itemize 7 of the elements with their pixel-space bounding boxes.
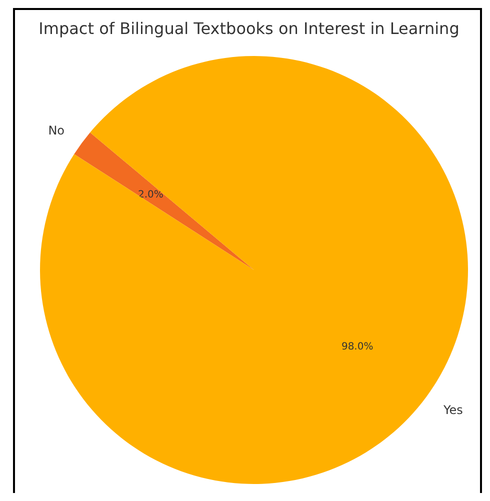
chart-title: Impact of Bilingual Textbooks on Interest in Learning xyxy=(38,19,460,38)
pie-slice xyxy=(74,132,254,270)
slice-label: Yes xyxy=(442,402,463,417)
data-label: 2.0% xyxy=(138,189,164,200)
pie-slice xyxy=(40,56,468,484)
slice-label: No xyxy=(48,124,65,138)
data-label: 98.0% xyxy=(341,342,374,353)
